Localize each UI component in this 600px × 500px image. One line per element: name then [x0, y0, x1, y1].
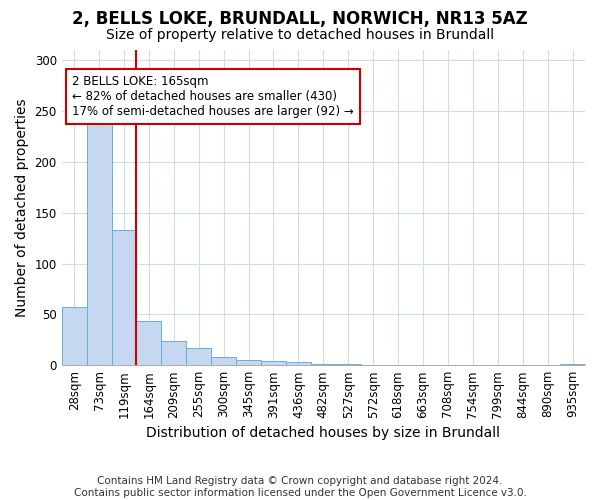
Bar — [236, 360, 261, 365]
Text: Contains HM Land Registry data © Crown copyright and database right 2024.
Contai: Contains HM Land Registry data © Crown c… — [74, 476, 526, 498]
Bar — [336, 364, 361, 365]
X-axis label: Distribution of detached houses by size in Brundall: Distribution of detached houses by size … — [146, 426, 500, 440]
Bar — [112, 230, 136, 365]
Bar — [186, 348, 211, 365]
Bar — [286, 362, 311, 365]
Y-axis label: Number of detached properties: Number of detached properties — [15, 98, 29, 317]
Text: Size of property relative to detached houses in Brundall: Size of property relative to detached ho… — [106, 28, 494, 42]
Bar — [62, 307, 86, 365]
Bar — [211, 357, 236, 365]
Bar — [311, 364, 336, 365]
Bar — [261, 361, 286, 365]
Text: 2 BELLS LOKE: 165sqm
← 82% of detached houses are smaller (430)
17% of semi-deta: 2 BELLS LOKE: 165sqm ← 82% of detached h… — [72, 75, 354, 118]
Text: 2, BELLS LOKE, BRUNDALL, NORWICH, NR13 5AZ: 2, BELLS LOKE, BRUNDALL, NORWICH, NR13 5… — [72, 10, 528, 28]
Bar — [136, 322, 161, 365]
Bar — [560, 364, 585, 365]
Bar — [86, 120, 112, 365]
Bar — [161, 341, 186, 365]
